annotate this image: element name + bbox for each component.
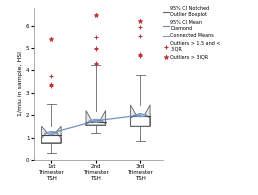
Legend: 95% CI Notched
Outlier Boxplot, 95% CI Mean
Diamond, Connected Means, Outliers >: 95% CI Notched Outlier Boxplot, 95% CI M… — [163, 6, 221, 59]
Polygon shape — [133, 114, 147, 117]
Polygon shape — [89, 119, 103, 122]
Y-axis label: 1/miu in sample, HSI: 1/miu in sample, HSI — [18, 51, 23, 116]
Polygon shape — [44, 131, 58, 135]
Polygon shape — [131, 105, 150, 126]
Polygon shape — [86, 111, 106, 125]
Polygon shape — [42, 126, 61, 143]
